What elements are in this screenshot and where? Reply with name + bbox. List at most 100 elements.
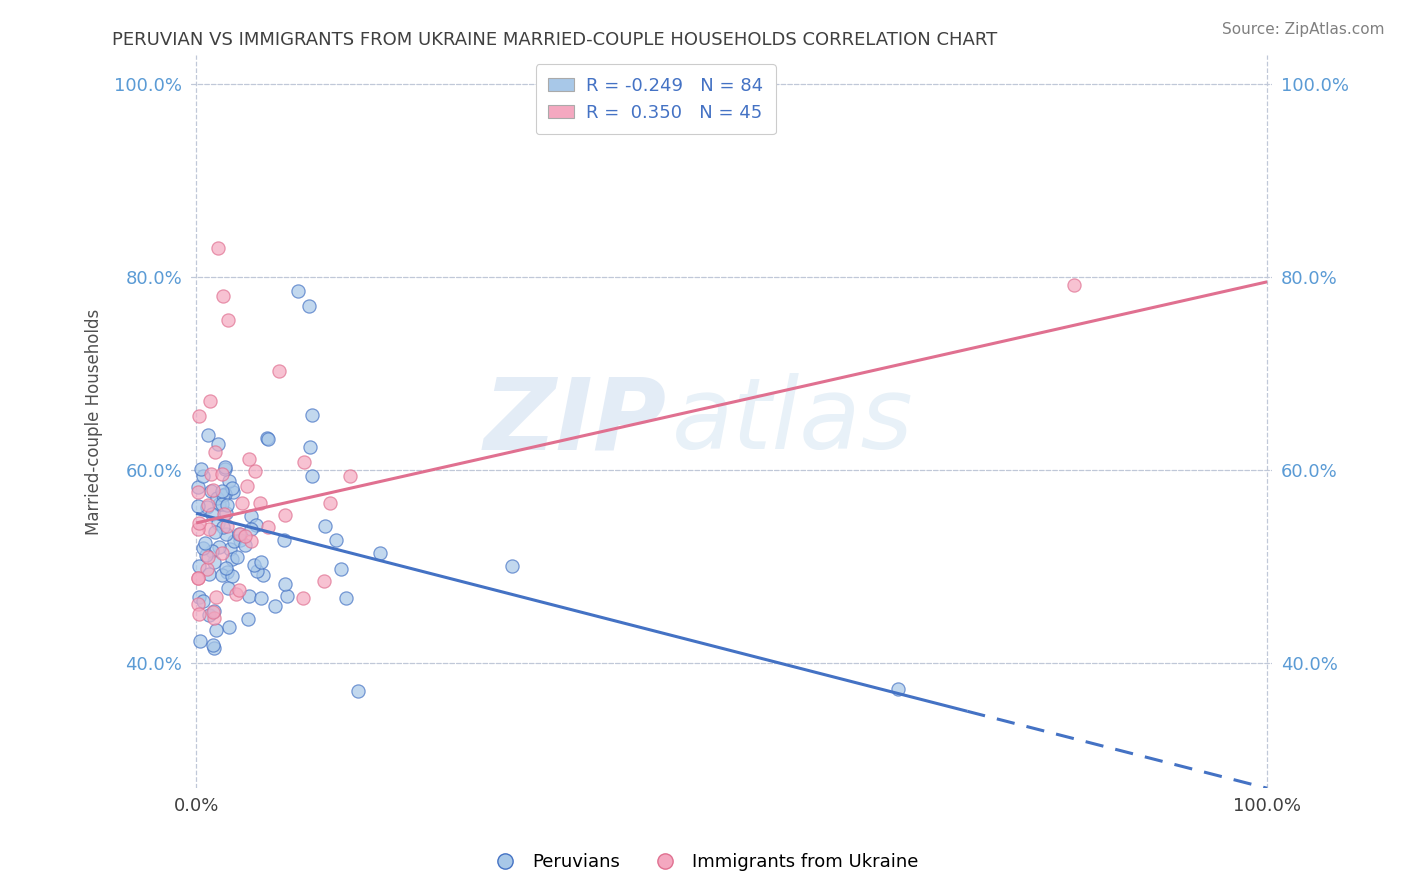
Point bbox=[201, 483, 224, 497]
Point bbox=[256, 431, 278, 445]
Point bbox=[197, 498, 219, 512]
Point bbox=[886, 681, 908, 696]
Point bbox=[198, 608, 221, 623]
Point bbox=[226, 549, 249, 564]
Point bbox=[211, 488, 233, 502]
Point bbox=[214, 462, 236, 476]
Point bbox=[214, 460, 236, 475]
Point bbox=[202, 640, 225, 655]
Point bbox=[187, 571, 209, 585]
Point bbox=[1063, 277, 1085, 292]
Point bbox=[299, 440, 322, 454]
Point bbox=[221, 569, 243, 583]
Point bbox=[187, 571, 209, 585]
Point bbox=[222, 484, 245, 499]
Point bbox=[218, 620, 240, 634]
Point bbox=[212, 507, 235, 521]
Point bbox=[188, 607, 211, 621]
Point bbox=[228, 583, 250, 598]
Point bbox=[246, 564, 269, 578]
Point bbox=[211, 546, 233, 560]
Point bbox=[200, 484, 222, 499]
Point bbox=[346, 683, 368, 698]
Point bbox=[202, 611, 225, 625]
Point bbox=[318, 496, 340, 510]
Point bbox=[217, 581, 239, 595]
Point bbox=[197, 566, 219, 581]
Point bbox=[236, 479, 259, 493]
Point bbox=[207, 241, 229, 255]
Point bbox=[314, 519, 336, 533]
Point bbox=[207, 516, 229, 530]
Point bbox=[187, 409, 209, 423]
Point bbox=[301, 468, 323, 483]
Point bbox=[368, 546, 391, 560]
Point bbox=[212, 520, 235, 534]
Point bbox=[297, 299, 319, 313]
Point bbox=[191, 593, 214, 607]
Point bbox=[215, 527, 238, 541]
Point bbox=[225, 587, 247, 601]
Text: Source: ZipAtlas.com: Source: ZipAtlas.com bbox=[1222, 22, 1385, 37]
Point bbox=[202, 555, 225, 569]
Point bbox=[276, 589, 298, 603]
Point bbox=[236, 611, 259, 625]
Point bbox=[201, 507, 224, 521]
Point bbox=[197, 549, 219, 564]
Point bbox=[211, 484, 233, 499]
Point bbox=[287, 285, 309, 299]
Point bbox=[205, 623, 228, 637]
Point bbox=[205, 590, 228, 604]
Point bbox=[274, 576, 297, 591]
Point bbox=[197, 428, 219, 442]
Point bbox=[202, 604, 225, 618]
Point bbox=[208, 540, 231, 554]
Point bbox=[245, 518, 267, 533]
Point bbox=[250, 555, 273, 569]
Point bbox=[188, 559, 211, 574]
Point bbox=[250, 591, 273, 605]
Legend: R = -0.249   N = 84, R =  0.350   N = 45: R = -0.249 N = 84, R = 0.350 N = 45 bbox=[536, 64, 776, 135]
Point bbox=[215, 519, 238, 533]
Point bbox=[292, 455, 315, 469]
Point bbox=[198, 393, 221, 408]
Point bbox=[193, 541, 215, 555]
Point bbox=[215, 506, 238, 520]
Point bbox=[252, 567, 274, 582]
Point bbox=[221, 551, 243, 566]
Point bbox=[204, 525, 226, 540]
Point bbox=[215, 498, 238, 512]
Point bbox=[205, 491, 228, 506]
Point bbox=[238, 589, 260, 603]
Point bbox=[188, 633, 211, 648]
Point bbox=[301, 409, 323, 423]
Point bbox=[249, 496, 271, 510]
Point bbox=[197, 522, 219, 536]
Point bbox=[204, 445, 226, 459]
Point bbox=[211, 568, 233, 582]
Point bbox=[233, 538, 256, 552]
Legend: Peruvians, Immigrants from Ukraine: Peruvians, Immigrants from Ukraine bbox=[479, 847, 927, 879]
Point bbox=[217, 565, 239, 579]
Point bbox=[211, 467, 233, 481]
Point bbox=[312, 574, 335, 589]
Point bbox=[257, 432, 280, 446]
Point bbox=[214, 486, 236, 500]
Point bbox=[201, 606, 224, 620]
Point bbox=[329, 562, 352, 576]
Point bbox=[231, 496, 253, 510]
Point bbox=[215, 561, 238, 575]
Point bbox=[243, 464, 266, 478]
Text: PERUVIAN VS IMMIGRANTS FROM UKRAINE MARRIED-COUPLE HOUSEHOLDS CORRELATION CHART: PERUVIAN VS IMMIGRANTS FROM UKRAINE MARR… bbox=[112, 31, 998, 49]
Point bbox=[195, 500, 218, 514]
Point bbox=[207, 497, 229, 511]
Point bbox=[228, 526, 250, 541]
Point bbox=[229, 533, 252, 548]
Point bbox=[195, 561, 218, 575]
Point bbox=[187, 590, 209, 604]
Point bbox=[218, 474, 240, 488]
Point bbox=[335, 591, 357, 606]
Point bbox=[211, 497, 233, 511]
Point bbox=[242, 558, 264, 573]
Point bbox=[207, 437, 229, 451]
